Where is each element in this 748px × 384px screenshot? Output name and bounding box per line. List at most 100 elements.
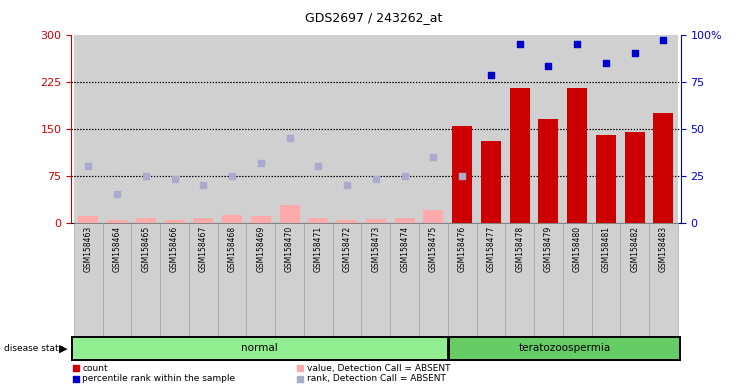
Bar	[450, 338, 679, 359]
Bar	[534, 35, 562, 223]
Point	[571, 41, 583, 47]
Text: GSM158483: GSM158483	[659, 226, 668, 272]
Bar	[562, 223, 592, 338]
Bar	[333, 35, 361, 223]
Text: GSM158471: GSM158471	[314, 226, 323, 272]
Point	[82, 163, 94, 169]
Bar	[567, 88, 587, 223]
Bar	[165, 220, 185, 223]
Text: disease state: disease state	[4, 344, 64, 353]
Bar	[419, 223, 448, 338]
Point	[331, 227, 343, 233]
Bar	[251, 217, 271, 223]
Text: GSM158466: GSM158466	[170, 226, 179, 272]
Text: GSM158468: GSM158468	[227, 226, 236, 272]
Bar	[337, 220, 358, 223]
Text: GSM158470: GSM158470	[285, 226, 294, 272]
Text: teratozoospermia: teratozoospermia	[518, 343, 610, 354]
Bar	[102, 223, 132, 338]
Bar	[73, 338, 447, 359]
Text: GSM158472: GSM158472	[343, 226, 352, 272]
Bar	[361, 35, 390, 223]
Bar	[539, 119, 559, 223]
Bar	[160, 223, 189, 338]
Point	[283, 135, 295, 141]
Point	[168, 176, 180, 182]
Point	[331, 323, 343, 329]
Point	[427, 154, 439, 160]
Point	[542, 63, 554, 69]
Bar	[247, 35, 275, 223]
Bar	[649, 223, 678, 338]
Bar	[653, 113, 673, 223]
Bar	[275, 35, 304, 223]
Bar	[333, 223, 361, 338]
Bar	[476, 35, 505, 223]
Bar	[505, 223, 534, 338]
Point	[313, 163, 325, 169]
Text: GSM158482: GSM158482	[630, 226, 640, 272]
Text: GSM158478: GSM158478	[515, 226, 524, 272]
Bar	[562, 35, 592, 223]
Point	[226, 173, 238, 179]
Text: GSM158473: GSM158473	[371, 226, 381, 272]
Text: GSM158475: GSM158475	[429, 226, 438, 272]
Point	[111, 192, 123, 198]
Bar	[135, 218, 156, 223]
Bar	[596, 135, 616, 223]
Bar	[476, 223, 505, 338]
Text: GSM158464: GSM158464	[112, 226, 122, 272]
Bar	[390, 35, 419, 223]
Bar	[275, 223, 304, 338]
Bar	[304, 35, 333, 223]
Point	[341, 182, 353, 188]
Bar	[390, 223, 419, 338]
Text: GSM158463: GSM158463	[84, 226, 93, 272]
Point	[370, 176, 381, 182]
Bar	[102, 35, 132, 223]
Bar	[505, 35, 534, 223]
Text: GSM158465: GSM158465	[141, 226, 150, 272]
Point	[628, 50, 640, 56]
Point	[485, 72, 497, 78]
Bar	[304, 223, 333, 338]
Point	[140, 173, 152, 179]
Bar	[419, 35, 448, 223]
Bar	[132, 35, 160, 223]
Bar	[452, 126, 472, 223]
Bar	[394, 218, 414, 223]
Text: normal: normal	[242, 343, 278, 354]
Text: count: count	[82, 364, 108, 372]
Text: GSM158481: GSM158481	[601, 226, 610, 272]
Bar	[649, 35, 678, 223]
Text: GSM158476: GSM158476	[458, 226, 467, 272]
Text: GDS2697 / 243262_at: GDS2697 / 243262_at	[305, 12, 443, 25]
Text: GSM158477: GSM158477	[486, 226, 495, 272]
Bar	[222, 215, 242, 223]
Bar	[74, 35, 102, 223]
Text: percentile rank within the sample: percentile rank within the sample	[82, 374, 236, 383]
Bar	[247, 223, 275, 338]
Point	[399, 173, 411, 179]
Bar	[592, 35, 620, 223]
Point	[456, 173, 468, 179]
Bar	[620, 35, 649, 223]
Bar	[366, 219, 386, 223]
Bar	[308, 218, 328, 223]
Bar	[218, 35, 247, 223]
Bar	[189, 223, 218, 338]
Bar	[481, 141, 501, 223]
Bar	[448, 223, 476, 338]
Bar	[448, 35, 476, 223]
Point	[514, 41, 526, 47]
Bar	[625, 132, 645, 223]
Bar	[74, 223, 102, 338]
Text: GSM158469: GSM158469	[257, 226, 266, 272]
Point	[600, 60, 612, 66]
Bar	[361, 223, 390, 338]
Bar	[280, 205, 300, 223]
Bar	[132, 223, 160, 338]
Point	[255, 160, 267, 166]
Bar	[189, 35, 218, 223]
Text: GSM158474: GSM158474	[400, 226, 409, 272]
